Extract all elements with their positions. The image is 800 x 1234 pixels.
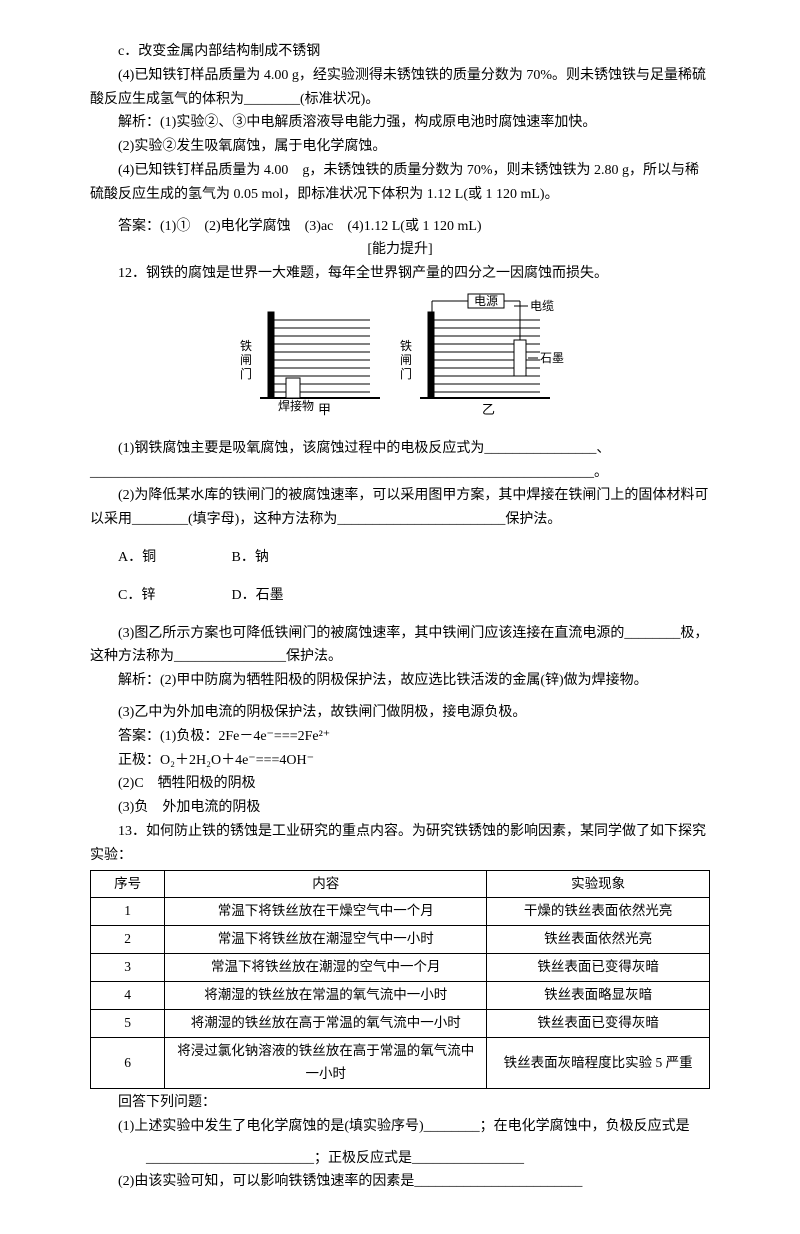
dg-label-power: 电源 [474, 294, 498, 308]
section-header: [能力提升] [90, 238, 710, 262]
q12-ana: 解析：(2)甲中防腐为牺牲阳极的阴极保护法，故应选比铁活泼的金属(锌)做为焊接物… [90, 669, 710, 693]
dg-label-weld: 焊接物 [278, 398, 314, 413]
q12-options-row2: C．锌 D．石墨 [90, 584, 710, 608]
opt-b: B．钠 [232, 546, 342, 570]
q12-options-row1: A．铜 B．钠 [90, 546, 710, 570]
th-1: 内容 [165, 870, 487, 898]
opt-a: A．铜 [118, 546, 228, 570]
spacer [90, 693, 710, 701]
th-2: 实验现象 [487, 870, 710, 898]
text-ana3: (4)已知铁钉样品质量为 4.00 g，未锈蚀铁的质量分数为 70%，则未锈蚀铁… [90, 159, 710, 207]
q12-ana3: (3)乙中为外加电流的阴极保护法，故铁闸门做阴极，接电源负极。 [90, 701, 710, 725]
text-ans: 答案：(1)① (2)电化学腐蚀 (3)ac (4)1.12 L(或 1 120… [90, 215, 710, 239]
table-cell: 将潮湿的铁丝放在常温的氧气流中一小时 [165, 982, 487, 1010]
q12-ans3: (3)负 外加电流的阴极 [90, 796, 710, 820]
table-cell: 铁丝表面灰暗程度比实验 5 严重 [487, 1038, 710, 1089]
dg-label-cable: 电缆 [530, 299, 554, 313]
text-q4: (4)已知铁钉样品质量为 4.00 g，经实验测得未锈蚀铁的质量分数为 70%。… [90, 64, 710, 112]
table-cell: 将潮湿的铁丝放在高于常温的氧气流中一小时 [165, 1010, 487, 1038]
q12-stem: 12．钢铁的腐蚀是世界一大难题，每年全世界钢产量的四分之一因腐蚀而损失。 [90, 262, 710, 286]
table-cell: 铁丝表面略显灰暗 [487, 982, 710, 1010]
q12-p3: (3)图乙所示方案也可降低铁闸门的被腐蚀速率，其中铁闸门应该连接在直流电源的__… [90, 622, 710, 670]
table-cell: 常温下将铁丝放在潮湿空气中一小时 [165, 926, 487, 954]
table-cell: 3 [91, 954, 165, 982]
table-cell: 5 [91, 1010, 165, 1038]
table-cell: 6 [91, 1038, 165, 1089]
q13-after: 回答下列问题： [90, 1091, 710, 1115]
svg-text:门: 门 [400, 366, 412, 381]
table-row: 4将潮湿的铁丝放在常温的氧气流中一小时铁丝表面略显灰暗 [91, 982, 710, 1010]
text-c: c．改变金属内部结构制成不锈钢 [90, 40, 710, 64]
table-cell: 将浸过氯化钠溶液的铁丝放在高于常温的氧气流中一小时 [165, 1038, 487, 1089]
table-row: 6将浸过氯化钠溶液的铁丝放在高于常温的氧气流中一小时铁丝表面灰暗程度比实验 5 … [91, 1038, 710, 1089]
table-header-row: 序号 内容 实验现象 [91, 870, 710, 898]
table-cell: 常温下将铁丝放在潮湿的空气中一个月 [165, 954, 487, 982]
table-cell: 铁丝表面已变得灰暗 [487, 954, 710, 982]
q12-diagram: 铁 闸 门 焊接物 铁 闸 门 电源 电缆 石墨 甲 乙 [90, 292, 710, 431]
table-row: 3常温下将铁丝放在潮湿的空气中一个月铁丝表面已变得灰暗 [91, 954, 710, 982]
dg-label-graphite: 石墨 [540, 351, 564, 365]
svg-text:门: 门 [240, 366, 252, 381]
q12-p2a: (2)为降低某水库的铁闸门的被腐蚀速率，可以采用图甲方案，其中焊接在铁闸门上的固… [90, 484, 710, 532]
q13-stem: 13．如何防止铁的锈蚀是工业研究的重点内容。为研究铁锈蚀的影响因素，某同学做了如… [90, 820, 710, 868]
table-cell: 1 [91, 898, 165, 926]
opt-c: C．锌 [118, 584, 228, 608]
q12-ans2: (2)C 牺牲阳极的阴极 [90, 772, 710, 796]
q12-p1: (1)钢铁腐蚀主要是吸氧腐蚀，该腐蚀过程中的电极反应式为____________… [90, 437, 710, 461]
table-row: 1常温下将铁丝放在干燥空气中一个月干燥的铁丝表面依然光亮 [91, 898, 710, 926]
table-cell: 常温下将铁丝放在干燥空气中一个月 [165, 898, 487, 926]
th-0: 序号 [91, 870, 165, 898]
dg-label-left: 铁 [240, 339, 252, 353]
opt-d: D．石墨 [232, 584, 342, 608]
table-cell: 4 [91, 982, 165, 1010]
text-ana2: (2)实验②发生吸氧腐蚀，属于电化学腐蚀。 [90, 135, 710, 159]
q13-p1: (1)上述实验中发生了电化学腐蚀的是(填实验序号)________；在电化学腐蚀… [90, 1115, 710, 1139]
table-cell: 铁丝表面已变得灰暗 [487, 1010, 710, 1038]
spacer [90, 1139, 710, 1147]
svg-text:闸: 闸 [240, 353, 252, 367]
table-cell: 铁丝表面依然光亮 [487, 926, 710, 954]
q13-p2: (2)由该实验可知，可以影响铁锈蚀速率的因素是_________________… [90, 1170, 710, 1194]
q13-table: 序号 内容 实验现象 1常温下将铁丝放在干燥空气中一个月干燥的铁丝表面依然光亮2… [90, 870, 710, 1090]
table-cell: 2 [91, 926, 165, 954]
svg-text:铁: 铁 [400, 339, 412, 353]
dg-cap-left: 甲 [318, 402, 331, 417]
q13-p1b: ________________________；正极反应式是_________… [90, 1147, 710, 1171]
spacer [90, 207, 710, 215]
text-ana1: 解析：(1)实验②、③中电解质溶液导电能力强，构成原电池时腐蚀速率加快。 [90, 111, 710, 135]
svg-text:闸: 闸 [400, 353, 412, 367]
q12-ans1b: 正极：O₂＋2H₂O＋4e⁻===4OH⁻ [90, 749, 710, 773]
table-row: 5将潮湿的铁丝放在高于常温的氧气流中一小时铁丝表面已变得灰暗 [91, 1010, 710, 1038]
dg-cap-right: 乙 [482, 402, 495, 417]
table-cell: 干燥的铁丝表面依然光亮 [487, 898, 710, 926]
q12-ans1: 答案：(1)负极：2Fe－4e⁻===2Fe²⁺ [90, 725, 710, 749]
q12-p1b: ________________________________________… [90, 461, 710, 485]
table-row: 2常温下将铁丝放在潮湿空气中一小时铁丝表面依然光亮 [91, 926, 710, 954]
